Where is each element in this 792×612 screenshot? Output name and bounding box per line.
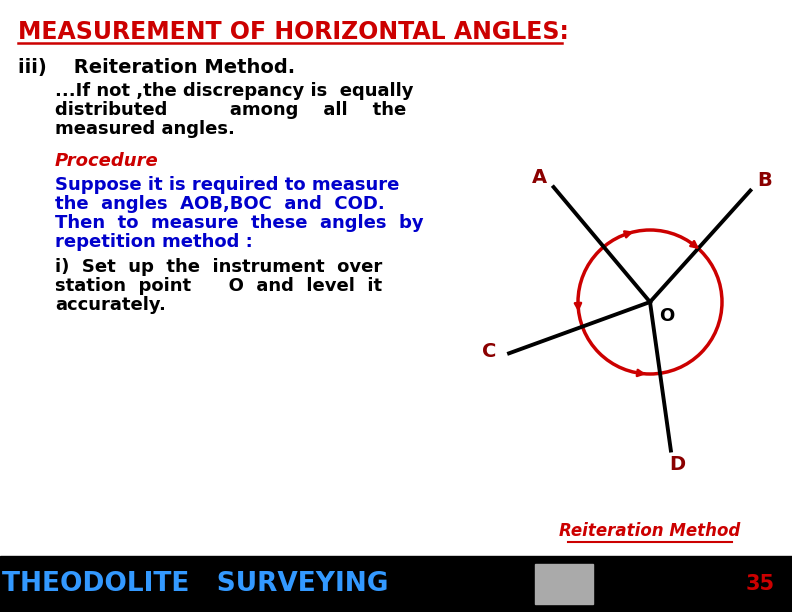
Bar <box>0 556 792 612</box>
Text: O: O <box>659 307 674 325</box>
Text: i)  Set  up  the  instrument  over: i) Set up the instrument over <box>55 258 383 276</box>
Text: Suppose it is required to measure: Suppose it is required to measure <box>55 176 399 194</box>
Text: ...If not ,the discrepancy is  equally: ...If not ,the discrepancy is equally <box>55 82 413 100</box>
Text: iii)    Reiteration Method.: iii) Reiteration Method. <box>18 58 295 77</box>
Text: the  angles  AOB,BOC  and  COD.: the angles AOB,BOC and COD. <box>55 195 385 213</box>
Text: B: B <box>757 171 771 190</box>
Text: D: D <box>668 455 685 474</box>
Text: THEODOLITE   SURVEYING: THEODOLITE SURVEYING <box>2 571 388 597</box>
Text: Reiteration Method: Reiteration Method <box>559 522 741 540</box>
Text: measured angles.: measured angles. <box>55 120 235 138</box>
Text: Then  to  measure  these  angles  by: Then to measure these angles by <box>55 214 424 232</box>
Bar <box>535 564 593 604</box>
Text: 35: 35 <box>745 574 775 594</box>
Text: distributed          among    all    the: distributed among all the <box>55 101 406 119</box>
Text: accurately.: accurately. <box>55 296 166 314</box>
Text: C: C <box>482 342 497 361</box>
Text: station  point      O  and  level  it: station point O and level it <box>55 277 382 295</box>
Text: A: A <box>532 168 547 187</box>
Text: repetition method :: repetition method : <box>55 233 253 251</box>
Text: MEASUREMENT OF HORIZONTAL ANGLES:: MEASUREMENT OF HORIZONTAL ANGLES: <box>18 20 569 44</box>
Text: Procedure: Procedure <box>55 152 158 170</box>
